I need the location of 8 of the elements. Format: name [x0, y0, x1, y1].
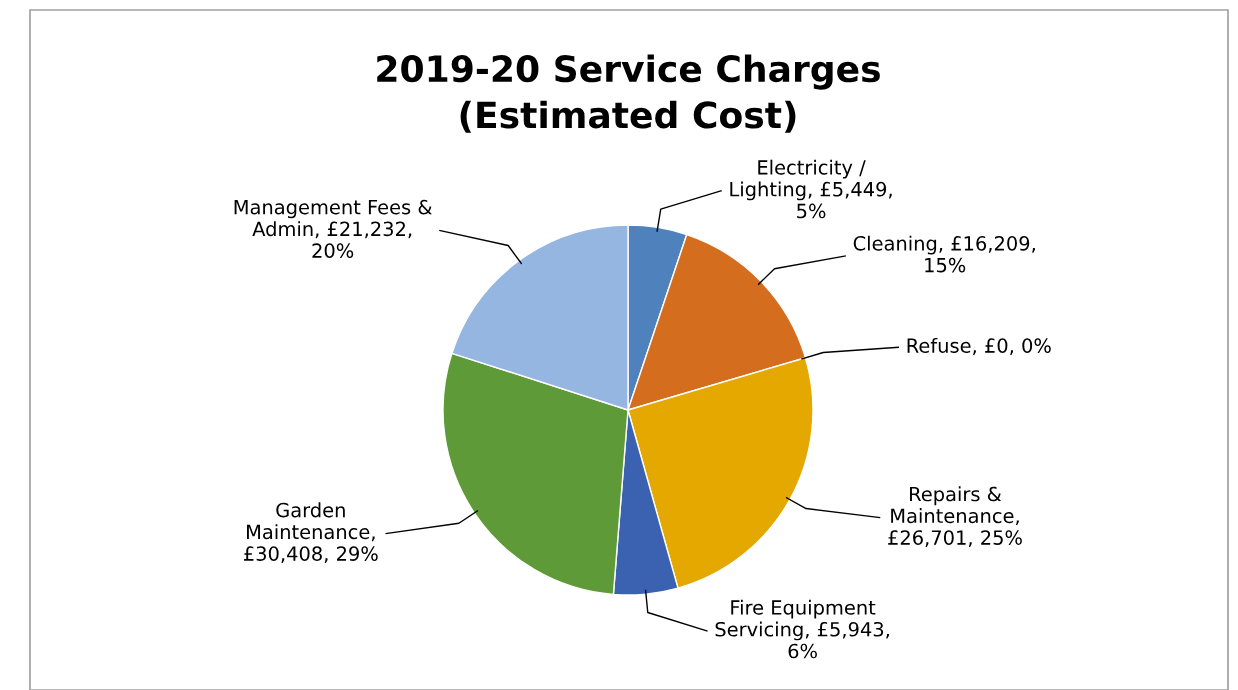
slice-label: Electricity / Lighting, £5,449, 5% — [730, 159, 892, 219]
slice-label: Cleaning, £16,209, 15% — [853, 235, 1035, 273]
legend-label: Refuse, £0, 0% — [907, 337, 1051, 355]
chart-title: 2019-20 Service Charges (Estimated Cost) — [377, 54, 880, 133]
slice-label: Repairs & Maintenance, £26,701, 25% — [888, 486, 1022, 547]
slice-label: Garden Maintenance, £30,408, 29% — [244, 502, 378, 563]
slice-label: Management Fees & Admin, £21,232, 20% — [234, 199, 432, 258]
slice-label: Fire Equipment Servicing, £5,943, 6% — [715, 599, 889, 659]
